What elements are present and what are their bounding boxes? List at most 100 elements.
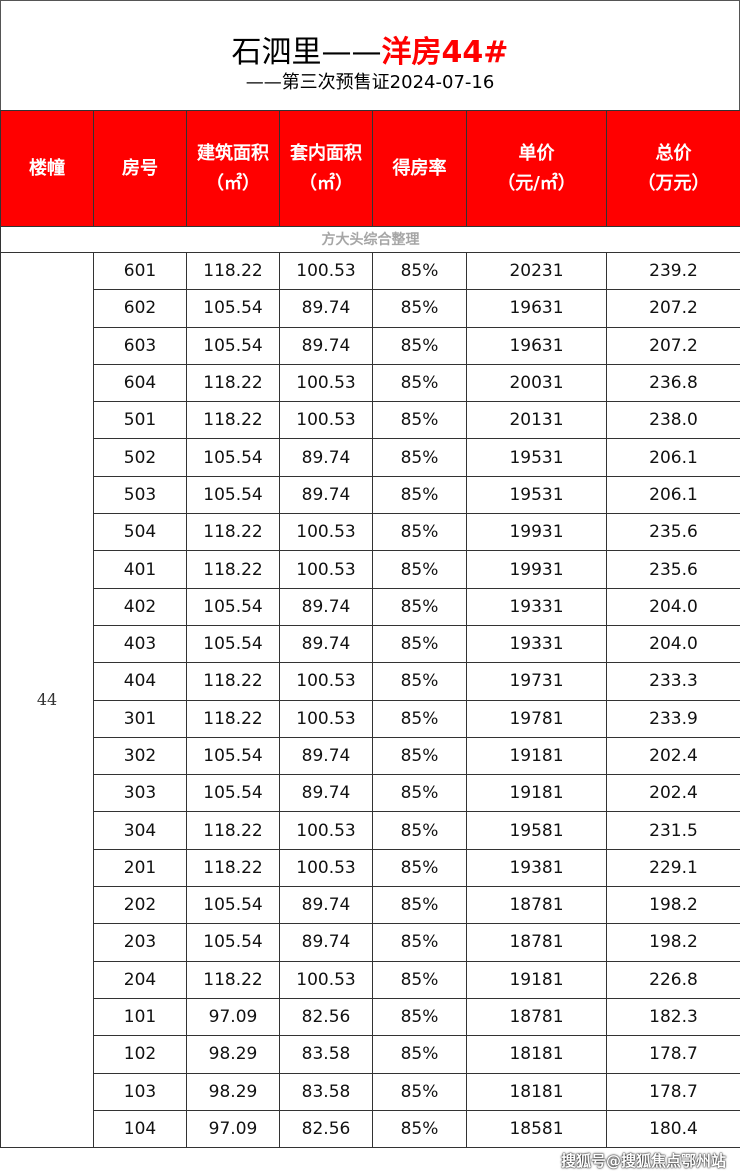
net-area-cell: 89.74 [279,736,373,776]
table-row: 404 118.22 100.53 85% 19731 233.3 [1,662,740,701]
table-row: 502 105.54 89.74 85% 19531 206.1 [1,438,740,477]
title-box: 石泗里——洋房44# ——第三次预售证2024-07-16 [0,0,740,111]
room-number-cell: 302 [93,736,187,776]
column-header: 总价 （万元） [606,110,740,227]
unit-price-cell: 20231 [466,251,607,291]
gross-area-cell: 118.22 [186,699,280,738]
gross-area-cell: 105.54 [186,774,280,813]
table-row: 302 105.54 89.74 85% 19181 202.4 [1,736,740,776]
total-price-cell: 207.2 [606,326,740,365]
unit-price-cell: 19581 [466,811,607,850]
efficiency-cell: 85% [372,886,467,925]
efficiency-cell: 85% [372,513,467,552]
table-row: 104 97.09 82.56 85% 18581 180.4 [1,1109,740,1149]
table-row: 603 105.54 89.74 85% 19631 207.2 [1,326,740,365]
total-price-cell: 206.1 [606,475,740,515]
gross-area-cell: 118.22 [186,363,280,403]
efficiency-cell: 85% [372,251,467,291]
net-area-cell: 83.58 [279,1035,373,1074]
gross-area-cell: 97.09 [186,1109,280,1149]
total-price-cell: 207.2 [606,289,740,328]
column-header: 套内面积 （㎡） [279,110,373,227]
room-number-cell: 101 [93,997,187,1037]
table-row: 501 118.22 100.53 85% 20131 238.0 [1,401,740,440]
table-row: 101 97.09 82.56 85% 18781 182.3 [1,997,740,1037]
room-number-cell: 203 [93,923,187,962]
room-number-cell: 304 [93,811,187,850]
price-table: 楼幢 房号 建筑面积 （㎡） 套内面积 （㎡） 得房率 单价 （元/㎡） 总价 （万元） 方… [0,110,740,1149]
room-number-cell: 402 [93,587,187,626]
efficiency-cell: 85% [372,326,467,365]
unit-price-cell: 19181 [466,736,607,776]
unit-price-cell: 19181 [466,960,607,999]
net-area-cell: 100.53 [279,363,373,403]
unit-price-cell: 20031 [466,363,607,403]
efficiency-cell: 85% [372,923,467,962]
efficiency-cell: 85% [372,736,467,776]
gross-area-cell: 118.22 [186,251,280,291]
table-row: 504 118.22 100.53 85% 19931 235.6 [1,513,740,552]
gross-area-cell: 118.22 [186,811,280,850]
net-area-cell: 89.74 [279,475,373,515]
table-row: 103 98.29 83.58 85% 18181 178.7 [1,1072,740,1111]
efficiency-cell: 85% [372,401,467,440]
unit-price-cell: 19631 [466,326,607,365]
net-area-cell: 89.74 [279,587,373,626]
total-price-cell: 178.7 [606,1072,740,1111]
net-area-cell: 100.53 [279,401,373,440]
efficiency-cell: 85% [372,363,467,403]
gross-area-cell: 118.22 [186,662,280,701]
room-number-cell: 401 [93,550,187,589]
net-area-cell: 82.56 [279,1109,373,1149]
building-cell: 44 [0,251,94,1149]
table-row: 403 105.54 89.74 85% 19331 204.0 [1,624,740,664]
gross-area-cell: 118.22 [186,960,280,999]
unit-price-cell: 19631 [466,289,607,328]
room-number-cell: 601 [93,251,187,291]
gross-area-cell: 105.54 [186,326,280,365]
column-header: 楼幢 [0,110,94,227]
unit-price-cell: 19531 [466,475,607,515]
net-area-cell: 89.74 [279,886,373,925]
gross-area-cell: 118.22 [186,550,280,589]
total-price-cell: 198.2 [606,923,740,962]
column-header: 单价 （元/㎡） [466,110,607,227]
room-number-cell: 603 [93,326,187,365]
total-price-cell: 178.7 [606,1035,740,1074]
room-number-cell: 404 [93,662,187,701]
net-area-cell: 100.53 [279,848,373,888]
table-row: 203 105.54 89.74 85% 18781 198.2 [1,923,740,962]
table-row: 503 105.54 89.74 85% 19531 206.1 [1,475,740,515]
room-number-cell: 201 [93,848,187,888]
gross-area-cell: 118.22 [186,513,280,552]
gross-area-cell: 118.22 [186,401,280,440]
room-number-cell: 503 [93,475,187,515]
table-row: 303 105.54 89.74 85% 19181 202.4 [1,774,740,813]
column-header: 房号 [93,110,187,227]
title-building: 洋房44# [381,35,509,70]
total-price-cell: 226.8 [606,960,740,999]
table-row: 301 118.22 100.53 85% 19781 233.9 [1,699,740,738]
table-header: 楼幢 房号 建筑面积 （㎡） 套内面积 （㎡） 得房率 单价 （元/㎡） 总价 （万元） [0,110,740,227]
source-note: 方大头综合整理 [0,226,740,253]
efficiency-cell: 85% [372,811,467,850]
unit-price-cell: 18581 [466,1109,607,1149]
unit-price-cell: 18781 [466,886,607,925]
table-row: 304 118.22 100.53 85% 19581 231.5 [1,811,740,850]
table-row: 402 105.54 89.74 85% 19331 204.0 [1,587,740,626]
efficiency-cell: 85% [372,960,467,999]
efficiency-cell: 85% [372,550,467,589]
room-number-cell: 103 [93,1072,187,1111]
unit-price-cell: 19731 [466,662,607,701]
unit-price-cell: 19181 [466,774,607,813]
net-area-cell: 100.53 [279,251,373,291]
table-row: 604 118.22 100.53 85% 20031 236.8 [1,363,740,403]
gross-area-cell: 97.09 [186,997,280,1037]
room-number-cell: 102 [93,1035,187,1074]
column-header: 得房率 [372,110,467,227]
unit-price-cell: 19531 [466,438,607,477]
net-area-cell: 89.74 [279,774,373,813]
table-row: 204 118.22 100.53 85% 19181 226.8 [1,960,740,999]
unit-price-cell: 19931 [466,550,607,589]
